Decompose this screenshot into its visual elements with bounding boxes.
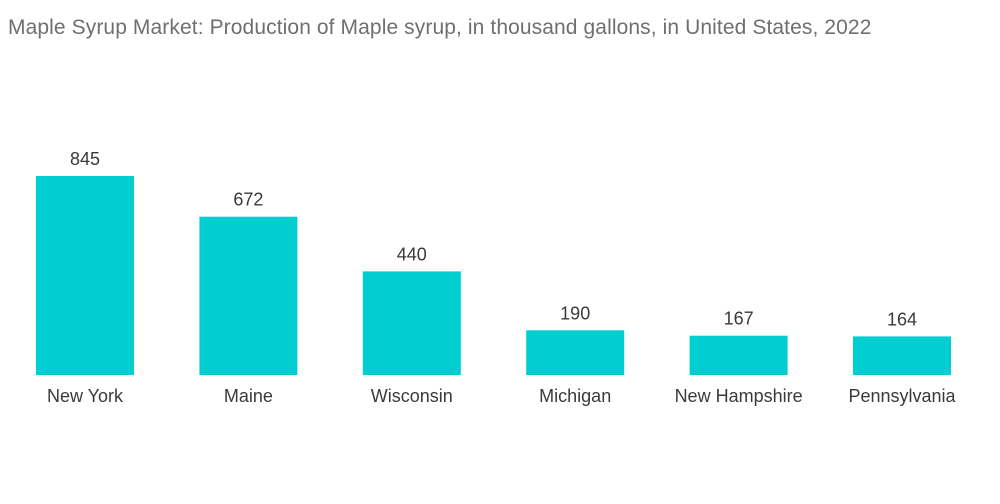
value-label-new-york: 845 [70,149,100,169]
category-label-maine: Maine [224,386,273,406]
bar-michigan [526,330,625,375]
value-label-maine: 672 [233,190,263,210]
bar-new-hampshire [689,335,788,375]
bar-pennsylvania [853,336,951,375]
category-label-new-hampshire: New Hampshire [675,386,803,406]
category-label-michigan: Michigan [539,386,611,406]
value-label-new-hampshire: 167 [724,309,754,329]
bar-maine [199,216,298,375]
category-label-new-york: New York [47,386,124,406]
category-labels-layer: New York Maine Wisconsin Michigan New Hampsh… [47,386,957,406]
chart-title: Maple Syrup Market: Production of Maple … [8,16,872,39]
category-label-wisconsin: Wisconsin [371,386,453,406]
bars-layer [36,176,951,375]
category-label-pennsylvania: Pennsylvania [848,386,956,406]
value-label-pennsylvania: 164 [887,309,917,329]
value-labels-layer: 845 672 440 190 167 164 [70,149,917,329]
bar-wisconsin [362,271,461,375]
value-label-michigan: 190 [560,303,590,323]
value-label-wisconsin: 440 [397,244,427,264]
bar-new-york [36,176,134,375]
